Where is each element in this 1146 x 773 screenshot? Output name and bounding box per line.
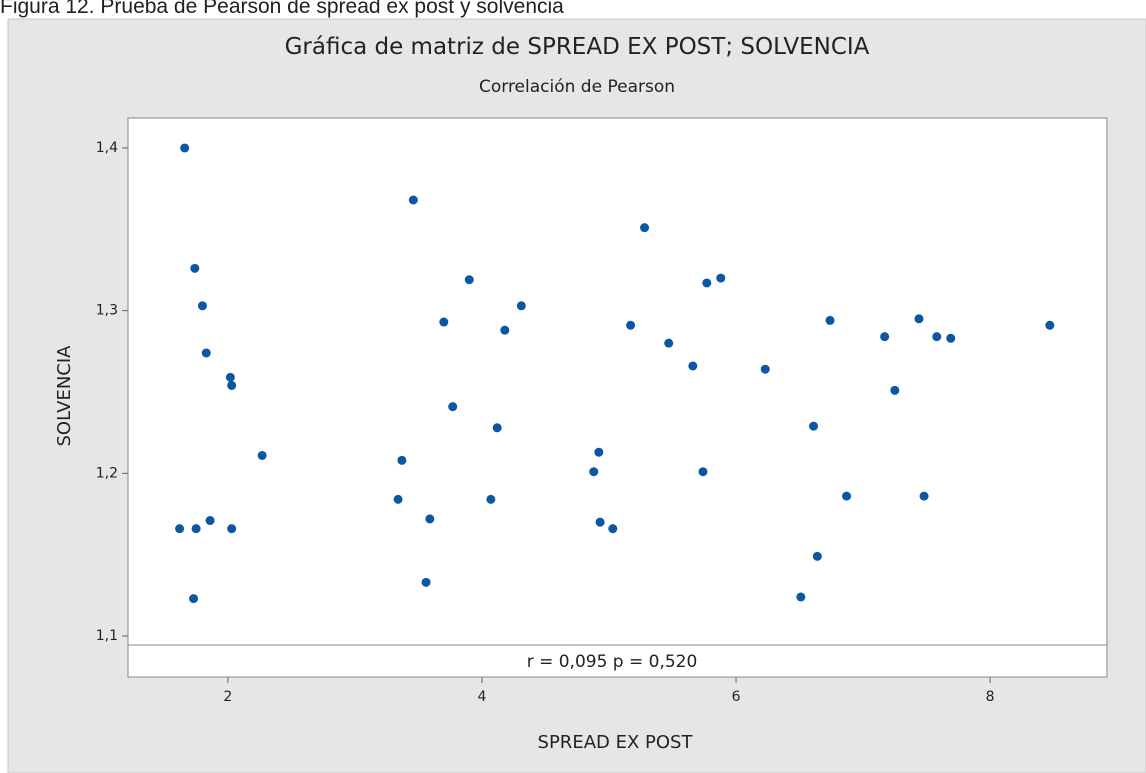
- point: [716, 273, 726, 283]
- x-tick-label: 2: [223, 689, 232, 705]
- y-tick-label: 1,1: [96, 628, 118, 644]
- point: [393, 494, 403, 504]
- point: [595, 517, 605, 527]
- point: [702, 278, 712, 288]
- point: [189, 594, 199, 604]
- point: [608, 524, 618, 534]
- point: [408, 195, 418, 205]
- point: [257, 450, 267, 460]
- point: [227, 524, 237, 534]
- point: [439, 317, 449, 327]
- point: [890, 385, 900, 395]
- point: [201, 348, 211, 358]
- point: [796, 592, 806, 602]
- x-tick-label: 4: [477, 689, 486, 705]
- point: [812, 551, 822, 561]
- y-tick-label: 1,2: [96, 465, 118, 481]
- point: [914, 314, 924, 324]
- point: [464, 275, 474, 285]
- y-axis-label: SOLVENCIA: [54, 345, 75, 447]
- point: [205, 516, 215, 526]
- point: [1045, 320, 1055, 330]
- point: [516, 301, 526, 311]
- caption: Figura 12. Prueba de Pearson de spread e…: [0, 0, 564, 18]
- x-axis-label: SPREAD EX POST: [538, 732, 694, 753]
- point: [448, 402, 458, 412]
- point: [397, 455, 407, 465]
- point: [688, 361, 698, 371]
- point: [809, 421, 819, 431]
- point: [486, 494, 496, 504]
- chart-title: Gráfica de matriz de SPREAD EX POST; SOL…: [285, 34, 870, 60]
- point: [626, 320, 636, 330]
- point: [190, 263, 200, 273]
- point: [932, 332, 942, 342]
- chart-subtitle: Correlación de Pearson: [479, 77, 675, 97]
- point: [880, 332, 890, 342]
- annotation: r = 0,095 p = 0,520: [527, 652, 698, 672]
- x-tick-label: 6: [732, 689, 741, 705]
- point: [191, 524, 201, 534]
- plot-area: [127, 117, 1108, 678]
- point: [594, 447, 604, 457]
- point: [227, 380, 237, 390]
- point: [197, 301, 207, 311]
- point: [760, 364, 770, 374]
- point: [946, 333, 956, 343]
- point: [175, 524, 185, 534]
- point: [664, 338, 674, 348]
- point: [492, 423, 502, 433]
- x-tick-label: 8: [986, 689, 995, 705]
- point: [225, 372, 235, 382]
- point: [589, 467, 599, 477]
- point: [825, 315, 835, 325]
- point: [698, 467, 708, 477]
- y-tick-label: 1,3: [96, 303, 118, 319]
- point: [180, 143, 190, 153]
- y-tick-label: 1,4: [96, 140, 118, 156]
- point: [842, 491, 852, 501]
- point: [421, 577, 431, 587]
- point: [425, 514, 435, 524]
- point: [640, 223, 650, 233]
- point: [500, 325, 510, 335]
- point: [919, 491, 929, 501]
